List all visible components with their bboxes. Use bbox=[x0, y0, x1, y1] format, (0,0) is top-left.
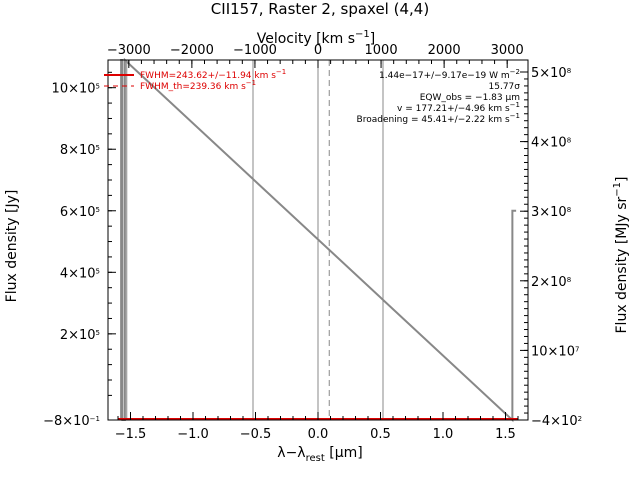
fit-annotation: Broadening = 45.41+/−2.22 km s−1 bbox=[357, 112, 520, 125]
top-axis-title: Velocity [km s−1] bbox=[257, 29, 376, 47]
y2-axis-title: Flux density [MJy sr−1] bbox=[612, 176, 630, 333]
legend: FWHM=243.62+/−11.94 km s−1FWHM_th=239.36… bbox=[104, 68, 286, 92]
x-tick-label: −1.0 bbox=[177, 427, 209, 442]
x2-tick-label: −1000 bbox=[233, 43, 277, 58]
y-tick-label: −8×10−1 bbox=[43, 414, 100, 429]
legend-label: FWHM=243.62+/−11.94 km s−1 bbox=[140, 68, 286, 81]
x2-tick-label: 3000 bbox=[491, 43, 524, 58]
y2-tick-label: −4×102 bbox=[531, 414, 582, 429]
y-tick-label: 6×105 bbox=[60, 205, 100, 220]
axes: −1.5 −1.0 −0.5 0.0 0.5 1.0 1.5 −3000 −2000 −1000 0… bbox=[43, 43, 582, 442]
x-tick-label: 0.5 bbox=[370, 427, 391, 442]
fit-annotation: 1.44e−17+/−9.17e−19 W m−2 bbox=[379, 68, 520, 81]
y2-tick-label: 3×108 bbox=[531, 205, 571, 220]
fit-annotation: 15.77σ bbox=[489, 82, 521, 92]
y-tick-label: 2×105 bbox=[60, 328, 100, 343]
y2-tick-label: 4×108 bbox=[531, 136, 571, 151]
spectrum-series-line bbox=[120, 57, 517, 423]
chart-title: CII157, Raster 2, spaxel (4,4) bbox=[211, 0, 429, 18]
x-tick-label: 1.5 bbox=[495, 427, 516, 442]
x2-tick-label: 0 bbox=[314, 43, 322, 58]
y-tick-label: 10×105 bbox=[52, 82, 100, 97]
fit-annotation: EQW_obs = −1.83 μm bbox=[420, 93, 520, 103]
fit-annotation: v = 177.21+/−4.96 km s−1 bbox=[397, 101, 520, 114]
y2-tick-label: 10×107 bbox=[531, 344, 579, 359]
x-tick-label: 1.0 bbox=[433, 427, 454, 442]
y-tick-label: 8×105 bbox=[60, 143, 100, 158]
y-axis-title: Flux density [Jy] bbox=[4, 190, 20, 303]
y2-tick-label: 2×108 bbox=[531, 275, 571, 290]
x2-tick-label: −3000 bbox=[107, 43, 151, 58]
y2-tick-label: 5×108 bbox=[531, 66, 571, 81]
x-tick-label: −1.5 bbox=[115, 427, 147, 442]
x-axis-title: λ−λrest [μm] bbox=[277, 445, 362, 464]
x-tick-label: −0.5 bbox=[240, 427, 272, 442]
x-tick-label: 0.0 bbox=[308, 427, 329, 442]
y-tick-label: 4×105 bbox=[60, 266, 100, 281]
legend-label: FWHM_th=239.36 km s−1 bbox=[140, 79, 256, 92]
x2-tick-label: −2000 bbox=[170, 43, 214, 58]
x2-tick-label: 2000 bbox=[428, 43, 461, 58]
plot-area bbox=[118, 57, 518, 423]
x2-tick-label: 1000 bbox=[365, 43, 398, 58]
